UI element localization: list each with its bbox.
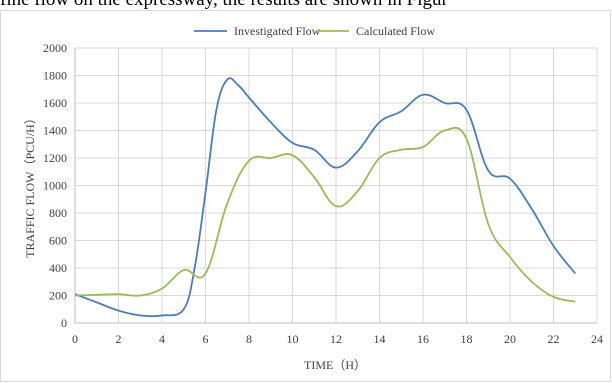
legend: Investigated Flow Calculated Flow: [194, 24, 435, 38]
x-tick-label: 20: [504, 332, 516, 346]
y-tick-label: 1000: [43, 179, 67, 193]
x-tick-label: 24: [591, 332, 603, 346]
axes: [74, 48, 597, 324]
y-tick-labels: 0 200 400 600 800 1000 1200 1400 1600 1800 2000: [43, 41, 67, 330]
y-tick-label: 2000: [43, 41, 67, 55]
y-tick-label: 1200: [43, 151, 67, 165]
x-tick-label: 22: [548, 332, 560, 346]
series-line-calculated-flow: [74, 126, 576, 303]
x-tick-label: 6: [203, 332, 209, 346]
y-tick-label: 600: [49, 234, 67, 248]
x-tick-label: 2: [116, 332, 122, 346]
chart-frame: [0, 10, 611, 382]
x-tick-label: 14: [374, 332, 386, 346]
y-tick-label: 1400: [43, 124, 67, 138]
y-tick-label: 800: [49, 206, 67, 220]
x-tick-label: 10: [287, 332, 299, 346]
legend-label: Calculated Flow: [356, 24, 435, 38]
y-tick-label: 0: [61, 316, 67, 330]
x-tick-labels: 0 2 4 6 8 10 12 14 16 18 20 22 24: [72, 332, 603, 346]
y-tick-label: 200: [49, 289, 67, 303]
x-axis-label: TIME（H）: [304, 358, 366, 372]
grid: [74, 47, 598, 324]
page-text-fragment: fine flow on the expressway, the results…: [0, 0, 612, 11]
legend-label: Investigated Flow: [234, 24, 321, 38]
x-tick-label: 12: [330, 332, 342, 346]
y-tick-label: 400: [49, 261, 67, 275]
y-tick-label: 1600: [43, 96, 67, 110]
x-tick-label: 18: [461, 332, 473, 346]
x-tick-label: 8: [246, 332, 252, 346]
x-tick-label: 16: [417, 332, 429, 346]
y-axis-label: TRAFFIC FLOW（PCU/H）: [23, 112, 37, 258]
series-group: [74, 77, 576, 318]
series-line-investigated-flow: [74, 77, 576, 318]
y-tick-label: 1800: [43, 69, 67, 83]
x-tick-label: 4: [159, 332, 165, 346]
x-tick-label: 0: [72, 332, 78, 346]
